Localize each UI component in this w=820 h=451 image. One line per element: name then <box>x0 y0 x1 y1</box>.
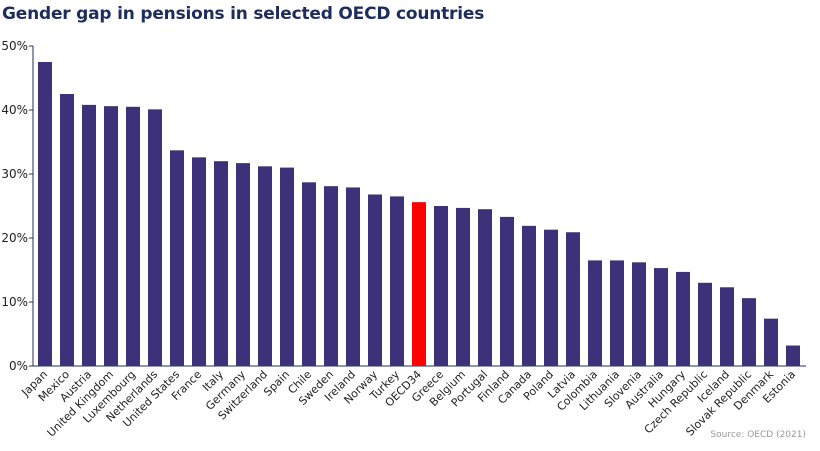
y-tick-label: 50% <box>1 39 28 53</box>
bar <box>786 345 800 366</box>
bar <box>566 232 580 366</box>
bar <box>104 106 118 366</box>
bar <box>236 163 250 366</box>
bar <box>148 109 162 367</box>
bar <box>764 318 778 366</box>
source-note: Source: OECD (2021) <box>710 430 806 440</box>
bar <box>654 268 668 366</box>
bar <box>676 271 690 366</box>
bar <box>742 298 756 366</box>
y-tick-label: 30% <box>1 167 28 181</box>
bar <box>632 262 646 366</box>
bar <box>302 182 316 366</box>
bar <box>610 260 624 366</box>
bar <box>38 62 52 366</box>
bar-highlight <box>412 202 426 366</box>
bar <box>82 104 96 366</box>
bar <box>544 229 558 366</box>
bar <box>368 194 382 366</box>
bar <box>478 209 492 366</box>
bar <box>60 94 74 366</box>
bar <box>390 196 404 366</box>
bar <box>214 161 228 366</box>
y-tick-label: 10% <box>1 295 28 309</box>
bar <box>720 287 734 366</box>
bar <box>170 150 184 366</box>
bar <box>126 106 140 367</box>
x-tick-label: Spain <box>261 368 292 399</box>
bar <box>588 260 602 366</box>
bar <box>280 167 294 366</box>
bar <box>456 207 470 366</box>
bar <box>500 216 514 366</box>
bar <box>324 186 338 366</box>
bar <box>192 157 206 366</box>
bar <box>698 282 712 366</box>
y-tick-label: 0% <box>9 359 28 373</box>
y-tick-label: 40% <box>1 103 28 117</box>
bar <box>258 166 272 366</box>
y-tick-label: 20% <box>1 231 28 245</box>
chart-title: Gender gap in pensions in selected OECD … <box>2 4 485 24</box>
bar <box>434 206 448 366</box>
bar <box>346 187 360 366</box>
bar <box>522 225 536 366</box>
